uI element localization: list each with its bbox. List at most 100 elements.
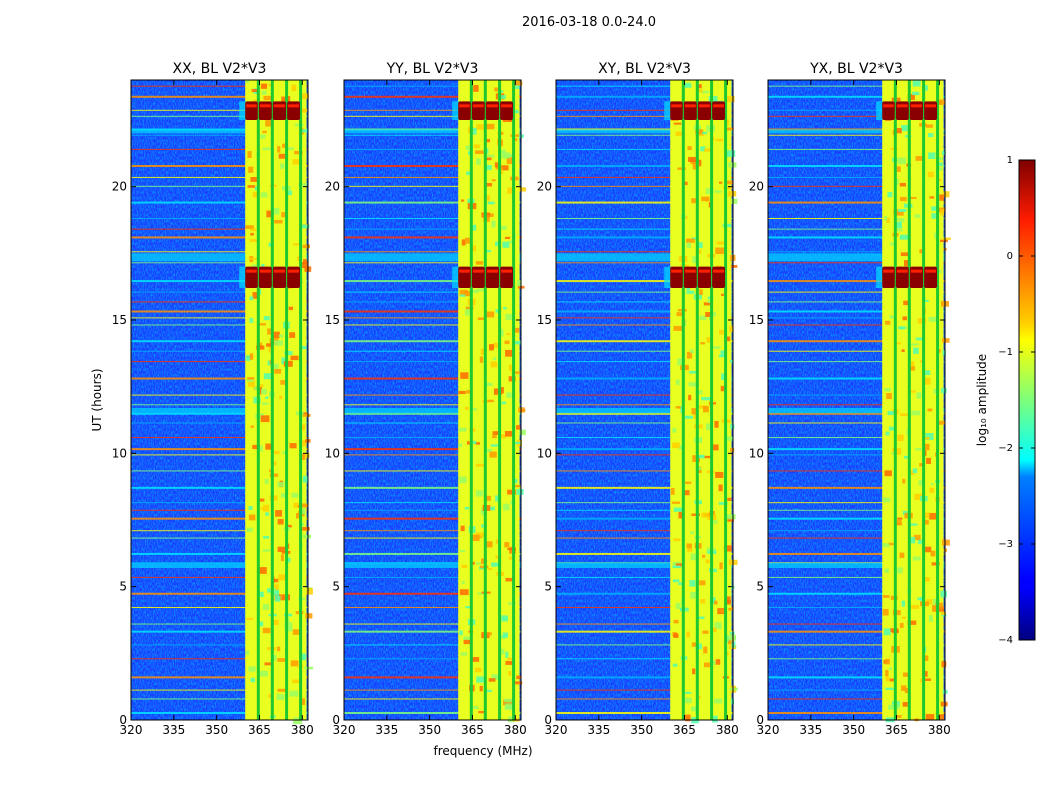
band-speckle — [465, 306, 474, 310]
band-speckle — [280, 380, 289, 385]
band-speckle — [928, 615, 933, 622]
band-speckle — [246, 617, 253, 620]
band-speckle — [909, 523, 918, 526]
rfi-band — [131, 129, 308, 134]
band-speckle — [470, 127, 477, 135]
band-speckle — [260, 83, 267, 89]
occupied-band — [882, 80, 944, 720]
rfi-line — [344, 689, 521, 691]
rfi-line — [344, 95, 521, 98]
rfi-line — [131, 676, 308, 679]
band-speckle — [721, 373, 725, 381]
band-speckle — [690, 349, 694, 354]
band-speckle — [289, 443, 297, 449]
channel-edge — [285, 80, 289, 720]
band-speckle — [302, 527, 310, 531]
band-speckle — [897, 567, 903, 574]
band-speckle — [684, 697, 692, 704]
band-speckle — [673, 619, 679, 624]
band-speckle — [730, 264, 738, 268]
band-speckle — [248, 666, 256, 672]
rfi-line — [131, 644, 308, 646]
strong-rfi-highlight — [896, 104, 908, 108]
band-speckle — [942, 350, 946, 356]
band-speckle — [505, 577, 514, 582]
rfi-line — [556, 698, 733, 700]
band-speckle — [489, 451, 497, 458]
band-speckle — [289, 332, 296, 338]
band-speckle — [885, 431, 890, 436]
band-speckle — [898, 208, 907, 212]
band-speckle — [931, 605, 937, 612]
band-speckle — [490, 444, 498, 447]
band-speckle — [673, 325, 683, 331]
strong-rfi-highlight — [273, 269, 286, 273]
rfi-line — [344, 361, 521, 363]
band-speckle — [924, 377, 931, 385]
band-speckle — [476, 158, 481, 165]
band-speckle — [294, 150, 303, 155]
band-speckle — [292, 679, 300, 684]
band-speckle — [705, 312, 712, 317]
band-speckle — [702, 630, 709, 634]
band-speckle — [673, 633, 679, 638]
band-speckle — [274, 368, 282, 374]
panel-title: YY, BL V2*V3 — [386, 61, 479, 77]
rfi-line — [131, 502, 308, 504]
band-speckle — [477, 317, 486, 321]
rfi-line — [344, 437, 521, 439]
rfi-line — [768, 712, 945, 714]
band-speckle — [727, 517, 734, 522]
channel-edge — [907, 80, 911, 720]
band-speckle — [887, 411, 894, 416]
rfi-line — [344, 517, 521, 520]
y-tick-label: 0 — [119, 713, 127, 727]
band-speckle — [278, 153, 288, 159]
band-speckle — [726, 596, 731, 603]
band-speckle — [463, 639, 472, 645]
rfi-line — [556, 95, 733, 98]
x-tick-label: 335 — [799, 723, 822, 737]
band-speckle — [940, 209, 944, 216]
band-speckle — [675, 603, 681, 610]
band-speckle — [715, 471, 724, 478]
x-tick-label: 380 — [716, 723, 739, 737]
band-speckle — [710, 627, 717, 633]
band-speckle — [720, 385, 726, 392]
band-speckle — [276, 694, 285, 701]
rfi-line — [131, 576, 308, 578]
y-tick-label: 15 — [325, 313, 340, 327]
band-speckle — [473, 85, 479, 92]
band-speckle — [884, 470, 892, 477]
band-speckle — [505, 349, 513, 357]
channel-edge — [498, 80, 502, 720]
rfi-line — [131, 712, 308, 714]
band-speckle — [306, 588, 313, 595]
band-speckle — [687, 548, 693, 552]
band-speckle — [274, 340, 284, 346]
band-speckle — [723, 545, 732, 552]
band-speckle — [486, 541, 493, 548]
band-speckle — [925, 433, 934, 441]
band-speckle — [903, 455, 909, 459]
rfi-band — [131, 408, 308, 414]
band-speckle — [502, 632, 508, 638]
panel-yy: YY, BL V2*V3 320 335 350 365 380 0 5 10 15 20 — [325, 61, 527, 737]
band-speckle — [918, 480, 923, 486]
band-speckle — [896, 218, 904, 221]
band-speckle — [280, 493, 287, 498]
band-speckle — [684, 82, 692, 88]
band-speckle — [249, 296, 254, 301]
band-speckle — [938, 178, 942, 182]
band-speckle — [248, 506, 253, 510]
rfi-line — [556, 324, 733, 326]
y-tick-label: 0 — [332, 713, 340, 727]
band-speckle — [277, 688, 286, 692]
band-speckle — [699, 580, 706, 586]
band-speckle — [267, 328, 273, 335]
rfi-line — [768, 251, 945, 253]
colorbar-tick-label: 1 — [1007, 155, 1013, 166]
panel-yx: YX, BL V2*V3 320 335 350 365 380 0 5 10 15 20 — [749, 61, 951, 737]
band-speckle — [931, 213, 938, 219]
band-speckle — [472, 289, 479, 293]
